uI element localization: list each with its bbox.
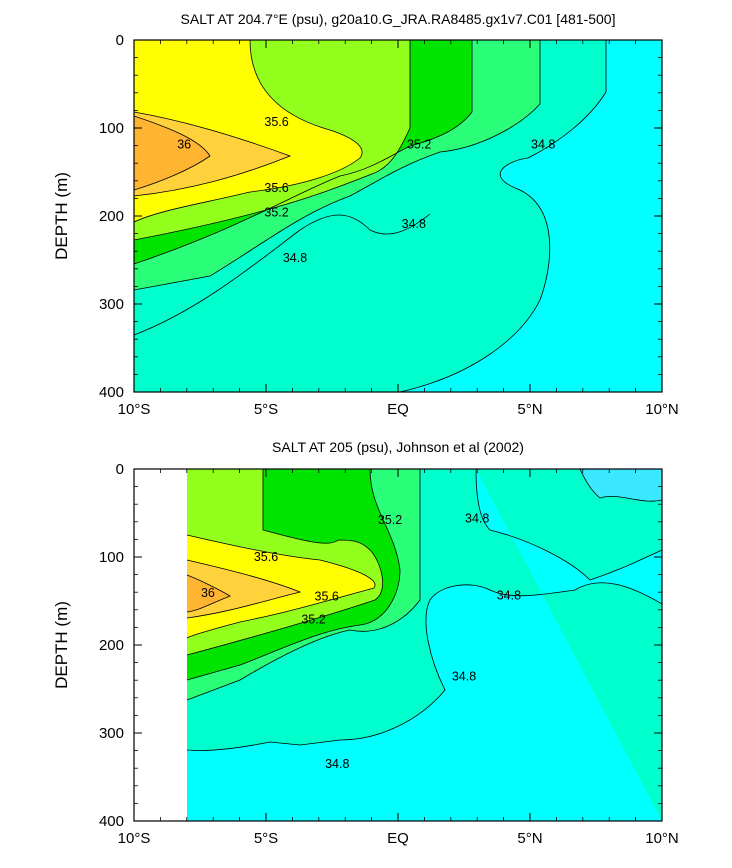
y-tick-label: 0 xyxy=(116,32,124,49)
contour-label: 35.6 xyxy=(264,181,288,195)
ylabel-bottom: DEPTH (m) xyxy=(52,601,71,689)
x-tick-label: 5°N xyxy=(517,401,542,418)
panel-top-title: SALT AT 204.7°E (psu), g20a10.G_JRA.RA84… xyxy=(181,11,616,27)
no-data-region xyxy=(134,469,187,821)
band-lt-34-4 xyxy=(580,469,662,502)
contour-label: 34.8 xyxy=(497,589,521,603)
contour-label: 34.8 xyxy=(452,670,476,684)
y-tick-label: 100 xyxy=(99,120,124,137)
contour-label: 35.2 xyxy=(264,205,288,219)
y-tick-label: 200 xyxy=(99,637,124,654)
contour-line xyxy=(186,574,231,613)
contour-line xyxy=(579,469,662,502)
contour-label: 35.6 xyxy=(264,115,288,129)
x-tick-label: 10°N xyxy=(645,401,679,418)
y-tick-label: 200 xyxy=(99,208,124,225)
panel-top: SALT AT 204.7°E (psu), g20a10.G_JRA.RA84… xyxy=(52,11,679,418)
x-tick-label: 5°S xyxy=(254,401,278,418)
contour-label: 35.2 xyxy=(378,513,402,527)
contour-label: 35.6 xyxy=(315,590,339,604)
contour-label: 34.8 xyxy=(283,251,307,265)
ticks-top: 10°S 5°S EQ 5°N 10°N 0 100 200 300 400 xyxy=(99,32,679,418)
contour-label: 35.2 xyxy=(301,612,325,626)
contour-label: 35.6 xyxy=(254,550,278,564)
contour-line xyxy=(134,40,411,241)
x-tick-label: 5°N xyxy=(517,830,542,847)
contour-line xyxy=(186,469,421,701)
contour-line xyxy=(399,40,607,392)
contour-label: 35.2 xyxy=(407,138,431,152)
ticks-bottom: 10°S 5°S EQ 5°N 10°N 0 100 200 300 400 xyxy=(99,461,679,847)
x-tick-label: 10°S xyxy=(118,401,151,418)
x-tick-label: 5°S xyxy=(254,830,278,847)
band-35-8-36-0 xyxy=(187,560,300,618)
contour-label: 34.8 xyxy=(402,217,426,231)
contour-fill-top xyxy=(134,40,662,392)
contour-label: 36 xyxy=(201,586,215,600)
contour-line xyxy=(186,582,662,751)
y-tick-label: 0 xyxy=(116,461,124,478)
contour-line xyxy=(475,469,662,581)
band-gt-36 xyxy=(187,575,230,612)
contour-label: 34.8 xyxy=(325,757,349,771)
x-tick-label: 10°S xyxy=(118,830,151,847)
ylabel-top: DEPTH (m) xyxy=(52,172,71,260)
contour-label: 36 xyxy=(177,138,191,152)
y-tick-label: 300 xyxy=(99,725,124,742)
y-tick-label: 400 xyxy=(99,813,124,830)
contour-line xyxy=(134,40,473,265)
contour-label: 34.8 xyxy=(465,511,489,525)
x-tick-label: EQ xyxy=(387,830,409,847)
x-tick-label: 10°N xyxy=(645,830,679,847)
band-34-4-34-8 xyxy=(187,469,662,821)
contour-line xyxy=(134,115,211,191)
contour-line xyxy=(186,559,302,619)
contour-line xyxy=(134,213,431,336)
contour-line xyxy=(186,469,384,656)
contour-line xyxy=(134,40,541,291)
contour-line xyxy=(134,111,292,197)
y-tick-label: 300 xyxy=(99,296,124,313)
contour-fill-bottom xyxy=(134,469,662,821)
panel-bottom-title: SALT AT 205 (psu), Johnson et al (2002) xyxy=(272,439,524,455)
contour-labels-bottom: 35.2 34.8 35.6 36 35.6 34.8 35.2 34.8 34.8 xyxy=(201,511,521,771)
contour-labels-top: 35.6 36 35.6 35.2 35.2 34.8 34.8 34.8 xyxy=(177,115,555,265)
contour-line xyxy=(134,40,363,223)
band-gt-36 xyxy=(134,116,210,190)
contour-label: 34.8 xyxy=(531,138,555,152)
contour-line xyxy=(186,534,376,639)
x-tick-label: EQ xyxy=(387,401,409,418)
y-tick-label: 400 xyxy=(99,384,124,401)
y-tick-label: 100 xyxy=(99,549,124,566)
panel-bottom: SALT AT 205 (psu), Johnson et al (2002) xyxy=(52,439,679,847)
contour-line xyxy=(186,469,401,681)
